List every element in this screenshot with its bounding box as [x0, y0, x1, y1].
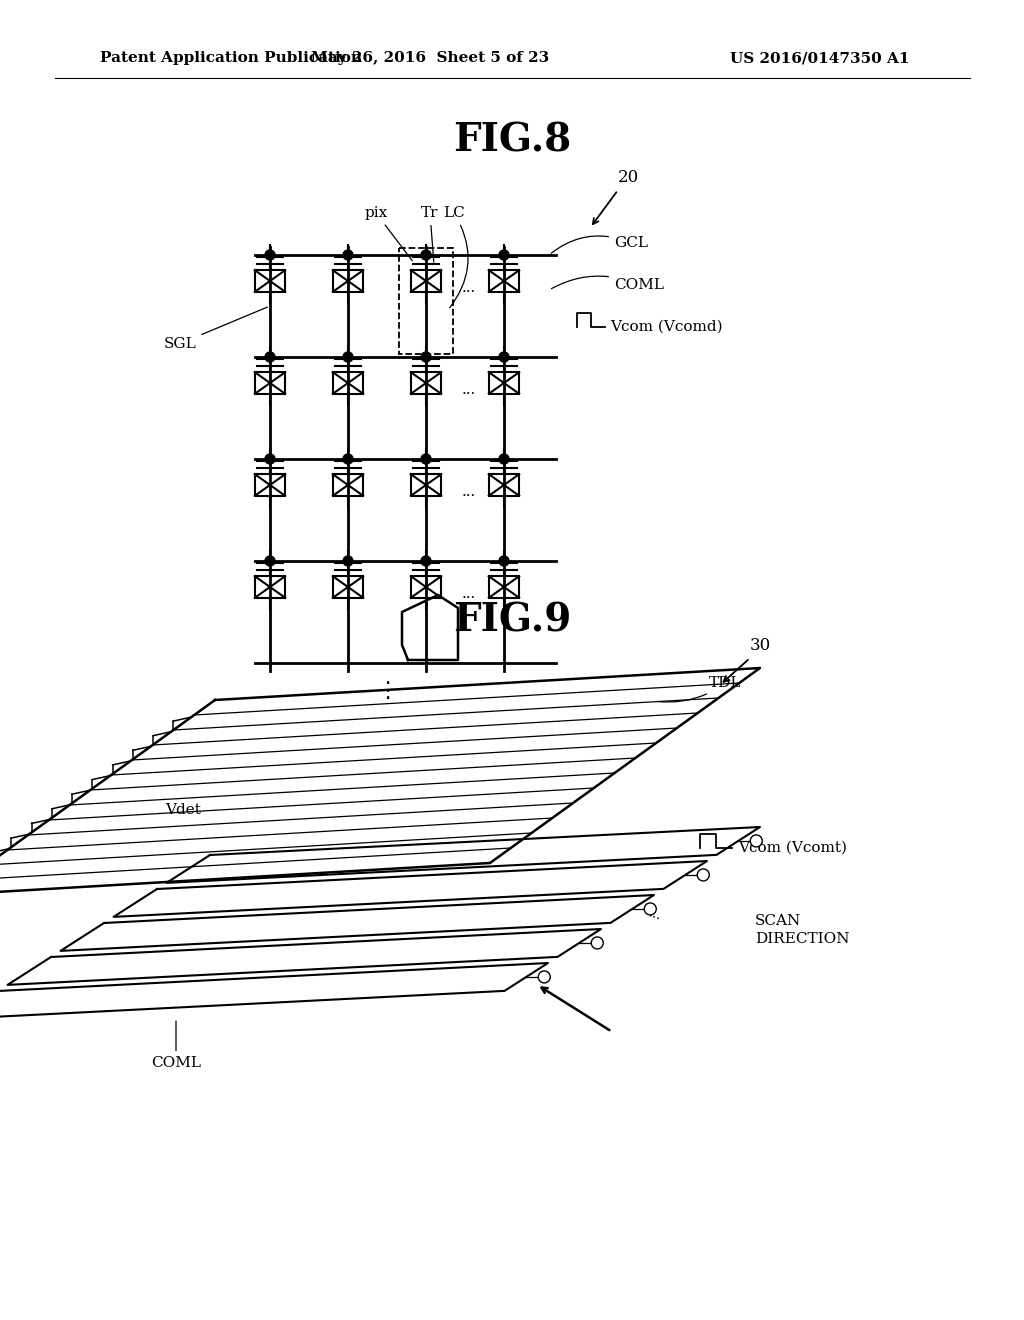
- Text: ...: ...: [462, 383, 476, 396]
- Text: ...: ...: [462, 281, 476, 294]
- Text: US 2016/0147350 A1: US 2016/0147350 A1: [730, 51, 909, 65]
- Circle shape: [343, 454, 353, 465]
- Bar: [399, 248, 453, 354]
- Circle shape: [421, 352, 431, 362]
- Text: COML: COML: [151, 1020, 201, 1071]
- Circle shape: [499, 352, 509, 362]
- Circle shape: [421, 454, 431, 465]
- Text: pix: pix: [365, 206, 413, 261]
- Circle shape: [499, 556, 509, 566]
- Text: 30: 30: [750, 636, 771, 653]
- Text: COML: COML: [552, 276, 664, 292]
- Circle shape: [499, 454, 509, 465]
- Text: Tr: Tr: [421, 206, 438, 263]
- Text: LC: LC: [443, 206, 468, 308]
- Text: Vcom (Vcomt): Vcom (Vcomt): [738, 841, 847, 855]
- Circle shape: [751, 836, 762, 847]
- Circle shape: [343, 556, 353, 566]
- Text: Patent Application Publication: Patent Application Publication: [100, 51, 362, 65]
- Circle shape: [644, 903, 656, 915]
- Text: May 26, 2016  Sheet 5 of 23: May 26, 2016 Sheet 5 of 23: [311, 51, 549, 65]
- Circle shape: [421, 249, 431, 260]
- Circle shape: [265, 249, 275, 260]
- Circle shape: [539, 972, 550, 983]
- Circle shape: [343, 249, 353, 260]
- Circle shape: [697, 869, 710, 880]
- Text: FIG.9: FIG.9: [453, 601, 571, 639]
- Text: GCL: GCL: [551, 236, 648, 253]
- Text: ...: ...: [462, 586, 476, 601]
- Text: Vcom (Vcomd): Vcom (Vcomd): [610, 319, 723, 334]
- Circle shape: [343, 352, 353, 362]
- Text: FIG.8: FIG.8: [453, 121, 571, 158]
- Text: ...: ...: [646, 906, 664, 924]
- Circle shape: [265, 556, 275, 566]
- Text: SGL: SGL: [164, 308, 267, 351]
- Circle shape: [591, 937, 603, 949]
- Text: TDL: TDL: [656, 676, 741, 702]
- Circle shape: [265, 352, 275, 362]
- Text: 20: 20: [618, 169, 639, 186]
- Circle shape: [421, 556, 431, 566]
- Circle shape: [499, 249, 509, 260]
- Text: Vdet: Vdet: [165, 803, 201, 817]
- Text: ...: ...: [462, 484, 476, 499]
- Text: ⋮: ⋮: [376, 681, 398, 701]
- Text: SCAN
DIRECTION: SCAN DIRECTION: [755, 913, 850, 946]
- Circle shape: [265, 454, 275, 465]
